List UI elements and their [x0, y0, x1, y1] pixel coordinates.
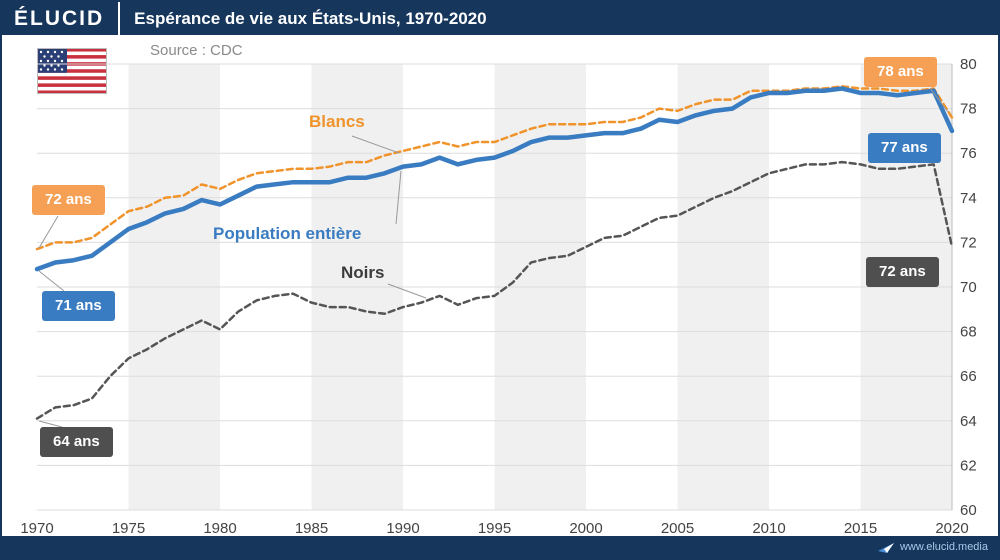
badge-noirs-start: 64 ans	[40, 427, 113, 457]
header-separator	[118, 2, 121, 35]
x-tick-label: 1985	[295, 520, 328, 537]
series-label-noirs: Noirs	[341, 263, 385, 282]
badge-population-start: 71 ans	[42, 291, 115, 321]
y-tick-label: 68	[960, 324, 977, 341]
callout-line	[351, 135, 400, 154]
y-tick-label: 66	[960, 368, 977, 385]
badge-population-end: 77 ans	[868, 133, 941, 163]
series-label-population: Population entière	[213, 224, 362, 243]
x-tick-label: 2015	[844, 520, 877, 537]
series-label-blancs: Blancs	[309, 112, 365, 131]
x-tick-label: 2010	[752, 520, 785, 537]
y-tick-label: 80	[960, 56, 977, 73]
y-tick-label: 64	[960, 413, 977, 430]
y-tick-label: 76	[960, 145, 977, 162]
series-line-noirs	[35, 160, 954, 420]
x-tick-label: 2020	[935, 520, 968, 537]
callout-line	[387, 283, 427, 299]
badge-noirs-end: 72 ans	[866, 257, 939, 287]
y-tick-label: 72	[960, 234, 977, 251]
x-tick-label: 2005	[661, 520, 694, 537]
x-tick-label: 1975	[112, 520, 145, 537]
elucid-logo: ÉLUCID	[14, 6, 105, 30]
x-tick-label: 2000	[569, 520, 602, 537]
x-tick-label: 1995	[478, 520, 511, 537]
callout-line	[395, 170, 402, 225]
callout-line	[929, 87, 949, 113]
elucid-footer-logo-icon	[877, 543, 894, 553]
footer-bar: www.elucid.media	[2, 536, 998, 558]
callout-line	[38, 270, 65, 292]
page-title: Espérance de vie aux États-Unis, 1970-20…	[134, 8, 487, 28]
header-bar: ÉLUCID Espérance de vie aux États-Unis, …	[2, 2, 998, 35]
us-flag-icon	[37, 48, 107, 94]
x-tick-label: 1970	[20, 520, 53, 537]
y-tick-label: 60	[960, 502, 977, 519]
badge-blancs-start: 72 ans	[32, 185, 105, 215]
callout-line	[38, 215, 59, 249]
footer-url: www.elucid.media	[899, 541, 988, 553]
series-line-population	[34, 86, 955, 272]
y-tick-label: 74	[960, 190, 977, 207]
y-tick-label: 78	[960, 101, 977, 118]
y-tick-label: 62	[960, 457, 977, 474]
x-tick-label: 1990	[386, 520, 419, 537]
callout-line	[38, 420, 63, 428]
source-caption: Source : CDC	[150, 42, 243, 59]
badge-blancs-end: 78 ans	[864, 57, 937, 87]
x-tick-label: 1980	[203, 520, 236, 537]
y-tick-label: 70	[960, 279, 977, 296]
